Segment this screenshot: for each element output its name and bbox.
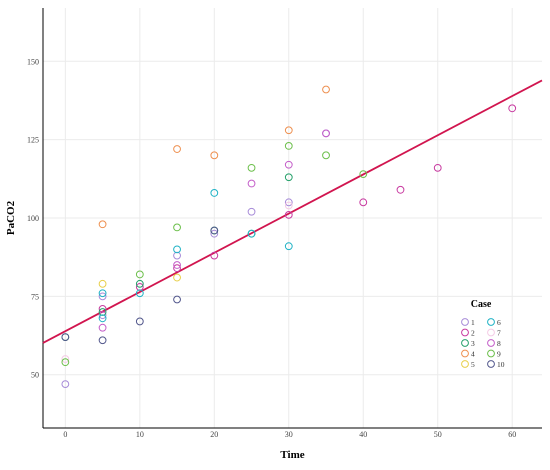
legend-label-case-10: 10 bbox=[497, 360, 505, 369]
legend-marker-case-4 bbox=[461, 349, 469, 358]
data-point-case-1 bbox=[173, 251, 181, 260]
legend-label-case-8: 8 bbox=[497, 339, 501, 348]
data-point-case-9 bbox=[173, 223, 181, 232]
data-point-case-6 bbox=[98, 314, 107, 323]
y-tick-label: 150 bbox=[27, 57, 39, 66]
data-point-case-8 bbox=[98, 323, 107, 332]
legend-marker-case-5 bbox=[461, 360, 469, 368]
legend-marker-case-2 bbox=[461, 328, 469, 337]
data-point-case-4 bbox=[284, 126, 293, 135]
data-point-case-3 bbox=[98, 308, 107, 316]
regression-line bbox=[42, 79, 543, 344]
data-point-case-2 bbox=[284, 210, 293, 219]
data-point-case-7 bbox=[61, 355, 70, 363]
y-tick-label: 50 bbox=[31, 371, 39, 380]
data-point-case-1 bbox=[98, 311, 107, 320]
data-point-case-6 bbox=[284, 242, 293, 251]
data-point-case-10 bbox=[173, 295, 181, 304]
legend-marker-case-3 bbox=[461, 339, 469, 347]
data-point-case-6 bbox=[247, 229, 256, 238]
data-point-case-5 bbox=[98, 279, 107, 288]
legend-label-case-5: 5 bbox=[471, 360, 475, 369]
data-point-case-1 bbox=[98, 292, 107, 301]
legend-marker-case-10 bbox=[487, 360, 495, 368]
data-point-case-9 bbox=[61, 358, 70, 367]
data-point-case-9 bbox=[359, 170, 368, 179]
data-point-case-2 bbox=[135, 283, 144, 291]
data-point-case-9 bbox=[284, 142, 293, 150]
data-point-case-4 bbox=[98, 220, 107, 229]
data-point-case-2 bbox=[508, 104, 517, 113]
legend-marker-case-1 bbox=[461, 318, 469, 326]
x-axis-label: Time bbox=[280, 449, 304, 461]
data-point-case-2 bbox=[396, 185, 405, 194]
x-tick-label: 30 bbox=[285, 430, 293, 439]
legend-label-case-3: 3 bbox=[471, 339, 475, 348]
legend-label-case-4: 4 bbox=[471, 350, 475, 359]
data-point-case-2 bbox=[210, 251, 219, 260]
data-point-case-8 bbox=[173, 261, 181, 269]
data-point-case-2 bbox=[359, 198, 368, 207]
data-point-case-8 bbox=[284, 160, 293, 169]
y-tick-label: 100 bbox=[27, 214, 39, 223]
data-point-case-1 bbox=[247, 207, 256, 216]
data-point-case-4 bbox=[210, 151, 219, 160]
legend-marker-case-7 bbox=[487, 328, 495, 337]
legend-marker-case-8 bbox=[487, 339, 495, 347]
x-tick-label: 50 bbox=[434, 430, 442, 439]
data-point-case-2 bbox=[433, 163, 442, 172]
y-tick-label: 75 bbox=[31, 292, 39, 301]
data-point-case-1 bbox=[284, 198, 293, 207]
y-tick-label: 125 bbox=[27, 136, 39, 145]
legend-label-case-1: 1 bbox=[471, 318, 475, 327]
data-point-case-10 bbox=[98, 336, 107, 345]
axes bbox=[42, 8, 542, 429]
data-point-case-2 bbox=[98, 304, 107, 313]
data-point-case-5 bbox=[173, 273, 181, 282]
legend-label-case-9: 9 bbox=[497, 350, 501, 359]
legend-marker-case-9 bbox=[487, 349, 495, 358]
data-point-case-3 bbox=[284, 173, 293, 182]
data-point-case-8 bbox=[247, 179, 256, 188]
legend: Case 1 23 45 6 78 910 bbox=[461, 299, 505, 369]
data-point-case-8 bbox=[322, 129, 330, 138]
data-point-case-9 bbox=[135, 270, 144, 279]
legend-title: Case bbox=[471, 299, 492, 310]
data-point-case-3 bbox=[135, 279, 144, 288]
data-point-case-2 bbox=[173, 264, 181, 273]
data-point-case-6 bbox=[135, 289, 144, 298]
data-point-case-4 bbox=[173, 145, 181, 153]
data-point-case-9 bbox=[322, 151, 330, 160]
data-points bbox=[61, 85, 517, 389]
data-point-case-10 bbox=[210, 226, 219, 235]
data-point-case-4 bbox=[322, 85, 330, 94]
y-axis-label: PaCO2 bbox=[5, 200, 17, 235]
x-tick-label: 40 bbox=[359, 430, 367, 439]
data-point-case-9 bbox=[247, 163, 256, 172]
legend-marker-case-6 bbox=[487, 318, 495, 326]
data-point-case-7 bbox=[284, 201, 293, 210]
legend-label-case-7: 7 bbox=[497, 329, 501, 338]
data-point-case-10 bbox=[135, 317, 144, 326]
x-tick-label: 0 bbox=[63, 430, 67, 439]
data-point-case-6 bbox=[210, 189, 219, 197]
x-tick-label: 20 bbox=[210, 430, 218, 439]
data-point-case-1 bbox=[210, 229, 219, 238]
x-tick-label: 60 bbox=[508, 430, 516, 439]
legend-label-case-6: 6 bbox=[497, 318, 501, 327]
x-tick-label: 10 bbox=[136, 430, 144, 439]
data-point-case-10 bbox=[61, 333, 70, 342]
data-point-case-6 bbox=[173, 245, 181, 254]
legend-label-case-2: 2 bbox=[471, 329, 475, 338]
data-point-case-1 bbox=[61, 380, 70, 389]
regression-line-group bbox=[42, 79, 543, 344]
data-point-case-6 bbox=[98, 289, 107, 298]
grid-lines bbox=[43, 8, 542, 428]
